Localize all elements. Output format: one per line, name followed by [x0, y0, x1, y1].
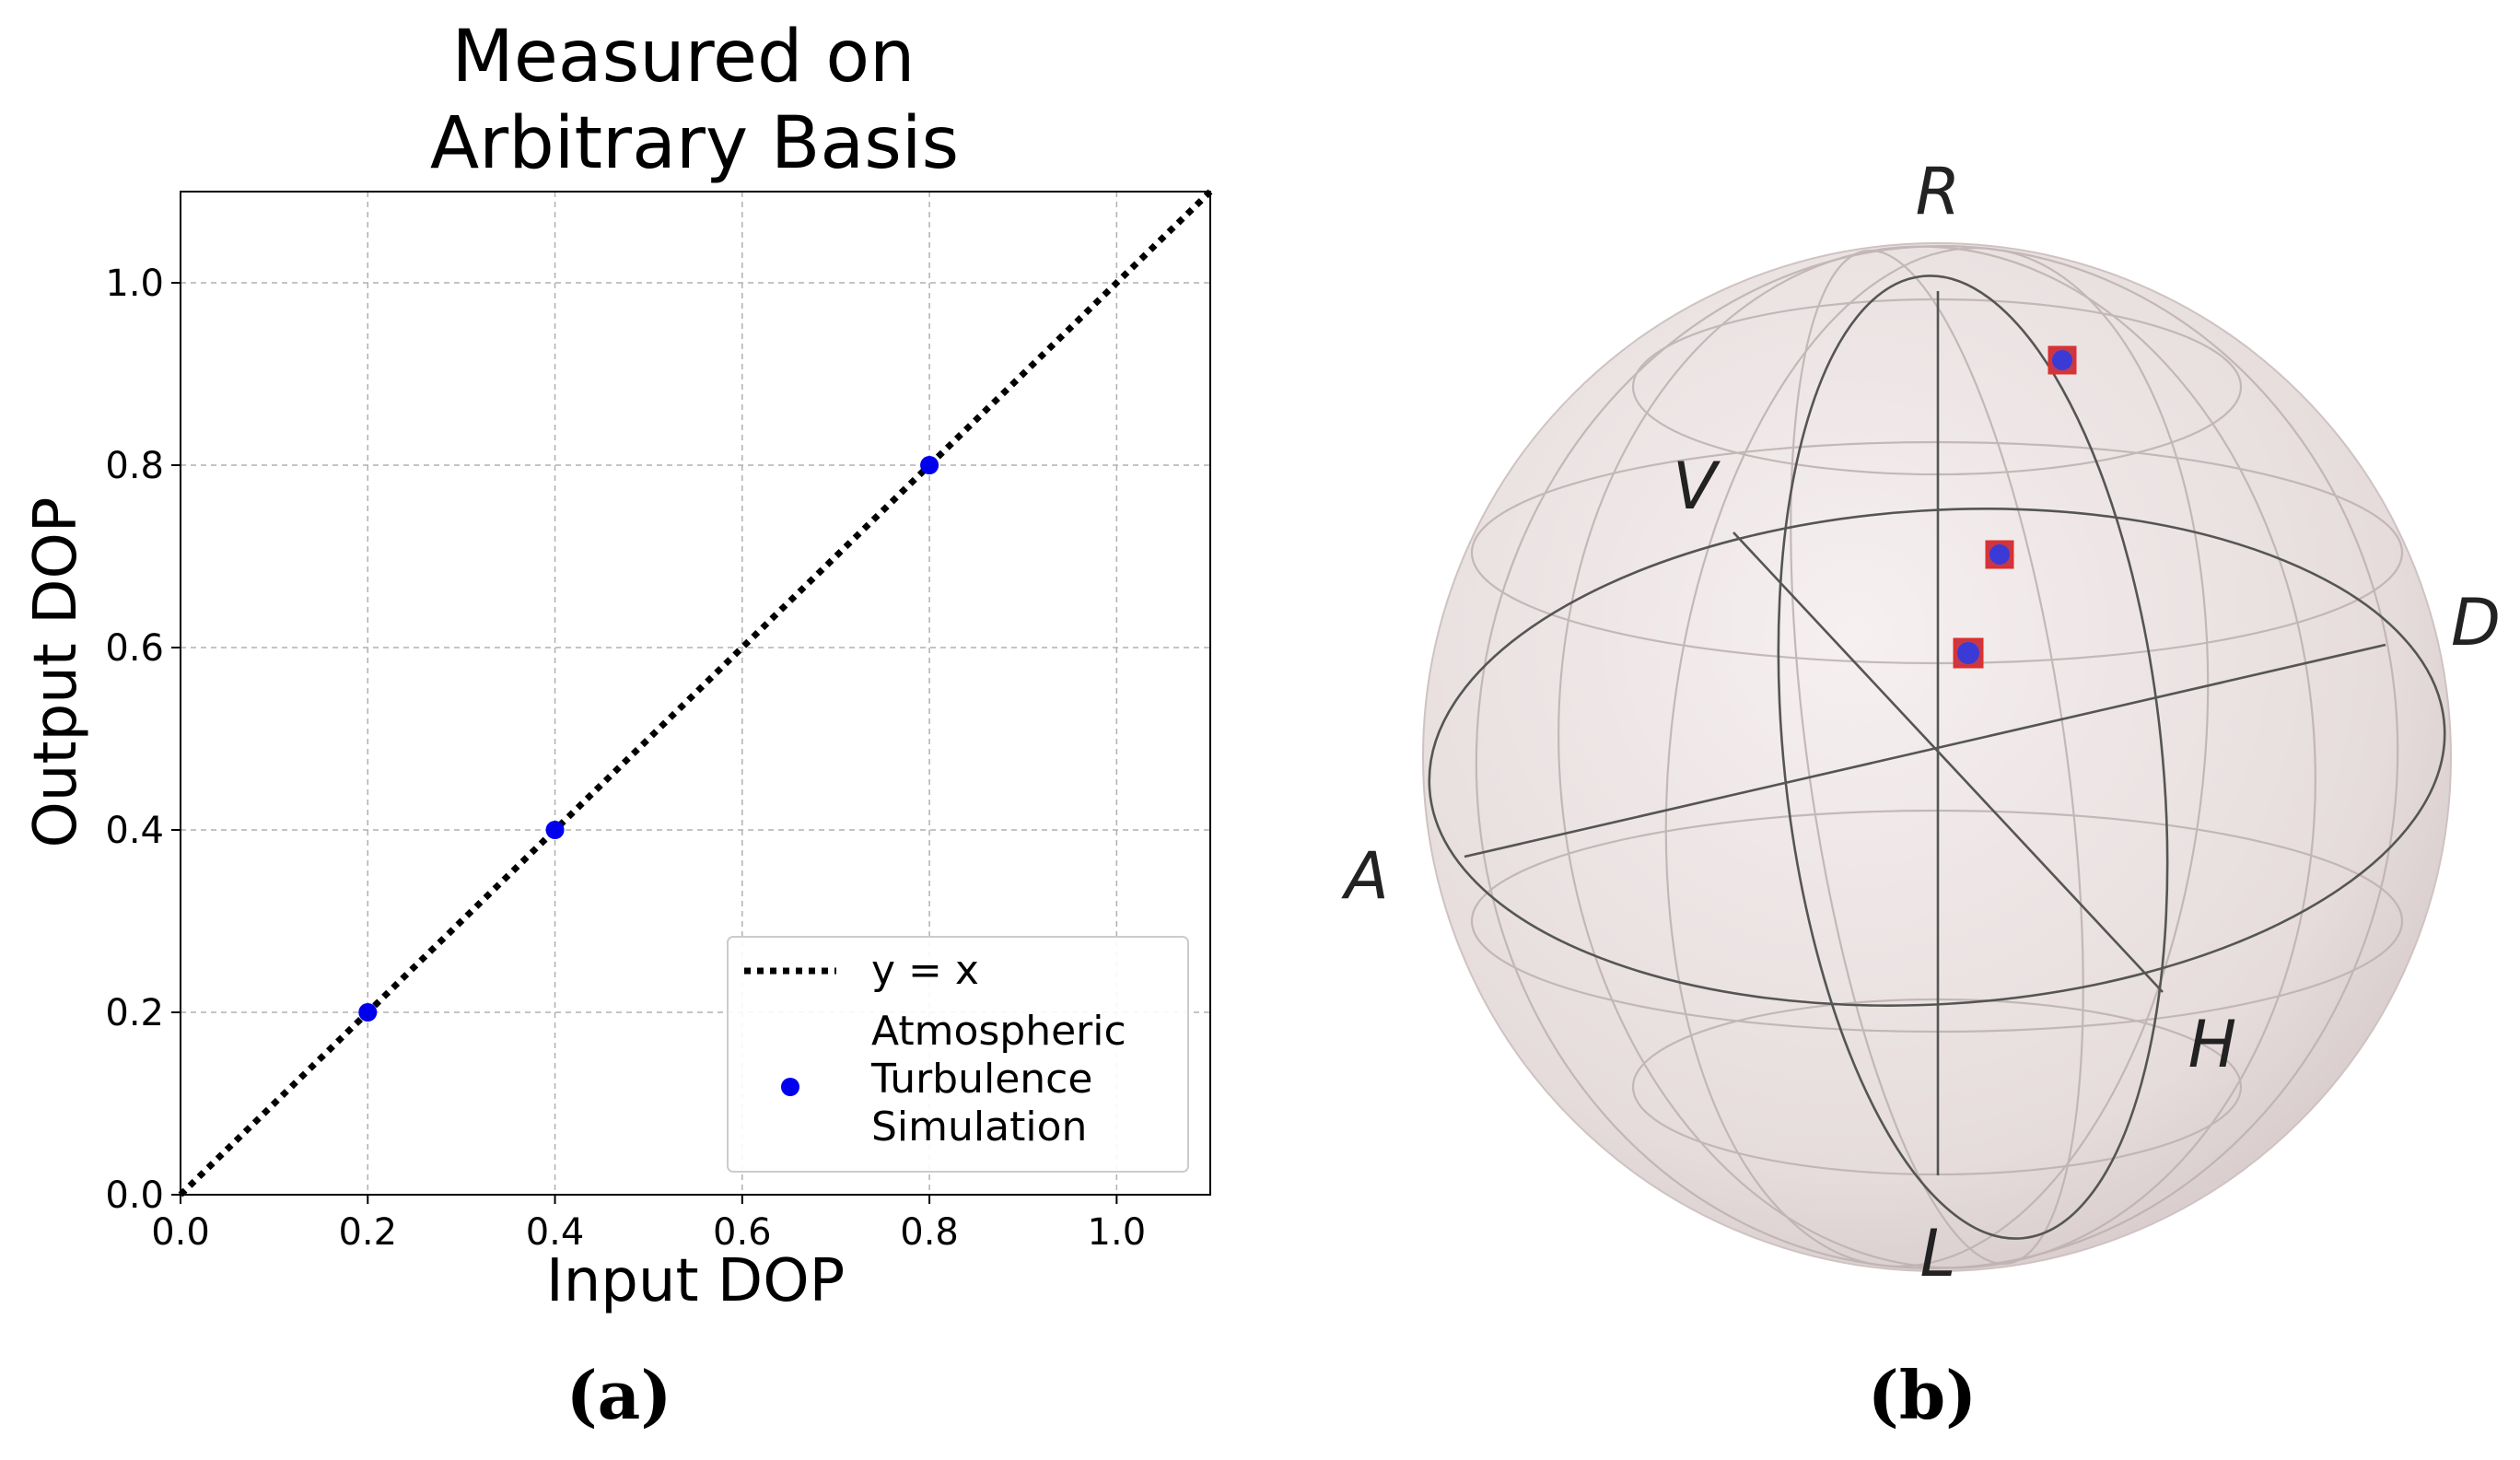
sphere-axes — [1428, 274, 2446, 1240]
x-tick-label: 1.0 — [1088, 1211, 1147, 1254]
legend-label-line: y = x — [871, 947, 979, 994]
chart-title-line-2: Arbitrary Basis — [430, 102, 959, 185]
panel-b-poincare-sphere: R L A D V H (b) — [1341, 154, 2501, 1434]
legend-box — [727, 936, 1189, 1173]
y-axis-label: Output DOP — [22, 497, 90, 848]
legend-point-swatch — [781, 1078, 799, 1096]
label-R: R — [1916, 154, 1961, 229]
y-tick-label: 0.2 — [105, 992, 164, 1034]
label-A: A — [1341, 838, 1389, 914]
y-tick-label: 1.0 — [105, 263, 164, 305]
x-tick-label: 0.0 — [151, 1211, 210, 1254]
x-tick-label: 0.4 — [526, 1211, 585, 1254]
label-L: L — [1920, 1216, 1956, 1291]
x-axis-label: Input DOP — [546, 1247, 845, 1315]
y-tick-label: 0.6 — [105, 627, 164, 670]
y-tick-label: 0.8 — [105, 445, 164, 487]
label-D: D — [2451, 585, 2501, 660]
data-point — [920, 456, 939, 474]
data-point — [545, 821, 565, 839]
panel-a-scatter-plot: Measured on Arbitrary Basis 0.0 0.2 0.4 0.6… — [22, 16, 1213, 1434]
label-V: V — [1673, 449, 1721, 524]
state-marker — [1953, 637, 1984, 669]
plot-frame — [180, 191, 1211, 1196]
data-point — [358, 1003, 378, 1022]
state-marker — [1985, 540, 2014, 569]
legend-label-points-3: Simulation — [871, 1104, 1087, 1150]
caption-a: (a) — [566, 1356, 672, 1434]
x-tick-label: 0.8 — [900, 1211, 959, 1254]
legend: y = x Atmospheric Turbulence Simulation — [727, 936, 1189, 1173]
legend-label-points-2: Turbulence — [870, 1056, 1092, 1103]
sphere-points — [1953, 345, 2077, 669]
state-marker — [2048, 345, 2077, 375]
y-tick-label: 0.4 — [105, 810, 164, 852]
legend-label-points-1: Atmospheric — [871, 1008, 1126, 1055]
plot-series — [178, 189, 1213, 1197]
y-tick-label: 0.0 — [105, 1174, 164, 1217]
label-H: H — [2188, 1007, 2237, 1082]
axis-ticks: 0.0 0.2 0.4 0.6 0.8 1.0 0.0 0.2 0.4 0.6 0.8 1.0 — [105, 263, 1146, 1254]
x-tick-label: 0.6 — [713, 1211, 772, 1254]
chart-title-line-1: Measured on — [452, 16, 916, 99]
caption-b: (b) — [1868, 1356, 1977, 1434]
sphere-axis-labels: R L A D V H — [1341, 154, 2501, 1291]
x-tick-label: 0.2 — [338, 1211, 397, 1254]
